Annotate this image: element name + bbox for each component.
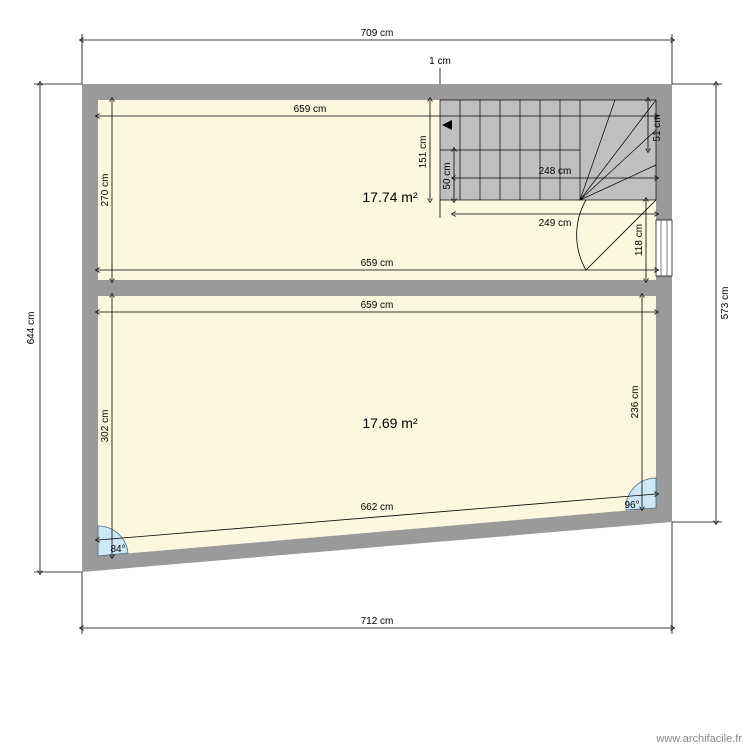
dim-outer-right: 573 cm <box>672 84 731 522</box>
watermark: www.archifacile.fr <box>655 733 742 745</box>
svg-text:659 cm: 659 cm <box>294 104 327 115</box>
svg-text:659 cm: 659 cm <box>361 300 394 311</box>
svg-text:270 cm: 270 cm <box>100 174 111 207</box>
angle-96-label: 96° <box>624 500 639 511</box>
angle-84-label: 84° <box>110 544 125 555</box>
svg-text:712 cm: 712 cm <box>361 616 394 627</box>
svg-text:573 cm: 573 cm <box>720 287 731 320</box>
lower-room-area: 17.69 m² <box>362 415 418 431</box>
floorplan-canvas: 84° 96° 17.74 m² 17.69 m² 709 cm 712 cm … <box>0 0 750 750</box>
svg-text:248 cm: 248 cm <box>539 166 572 177</box>
svg-text:118 cm: 118 cm <box>634 224 645 256</box>
staircase <box>440 100 656 200</box>
svg-text:51 cm: 51 cm <box>652 114 663 141</box>
svg-text:1 cm: 1 cm <box>429 56 451 67</box>
dim-outer-left: 644 cm <box>26 84 82 572</box>
svg-text:302 cm: 302 cm <box>100 410 111 443</box>
svg-text:236 cm: 236 cm <box>630 386 641 419</box>
svg-text:659 cm: 659 cm <box>361 258 394 269</box>
svg-text:249 cm: 249 cm <box>539 218 572 229</box>
svg-text:50 cm: 50 cm <box>442 162 453 189</box>
dim-small-top: 1 cm <box>429 56 451 84</box>
svg-text:662 cm: 662 cm <box>361 502 394 513</box>
upper-room-area: 17.74 m² <box>362 189 418 205</box>
svg-text:644 cm: 644 cm <box>26 312 37 345</box>
dim-outer-top: 709 cm <box>82 28 672 84</box>
svg-text:151 cm: 151 cm <box>418 136 429 169</box>
svg-text:709 cm: 709 cm <box>361 28 394 39</box>
